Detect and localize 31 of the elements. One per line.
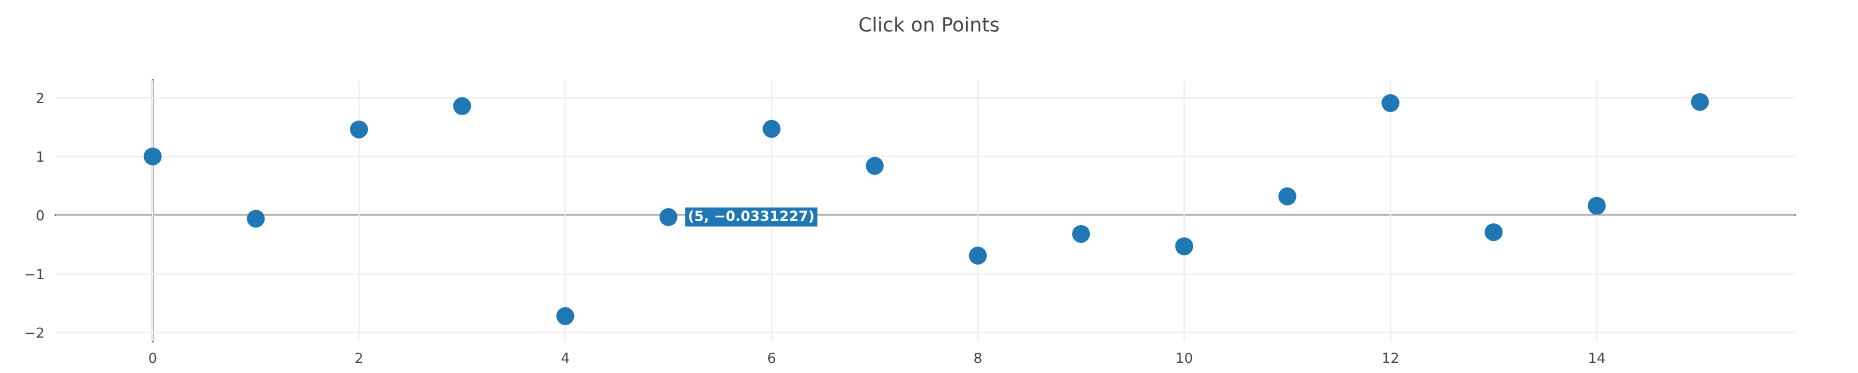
point bbox=[762, 119, 781, 138]
point bbox=[349, 120, 369, 139]
point bbox=[1278, 187, 1297, 206]
x-tick-label: 14 bbox=[1589, 352, 1605, 363]
x-tick-label: 2 bbox=[355, 352, 363, 363]
point bbox=[968, 246, 987, 265]
y-tick-label: 0 bbox=[36, 210, 44, 221]
point bbox=[1484, 223, 1503, 242]
point bbox=[1072, 224, 1091, 243]
point bbox=[659, 208, 678, 227]
x-tick-label: 12 bbox=[1383, 352, 1398, 363]
point bbox=[246, 209, 265, 228]
chart-title: Click on Points bbox=[859, 16, 999, 32]
x-tick-label: 6 bbox=[768, 352, 776, 364]
point bbox=[1175, 237, 1194, 256]
y-tick-label: 1 bbox=[37, 151, 44, 162]
x-tick-label: 0 bbox=[149, 352, 157, 364]
point bbox=[143, 147, 162, 166]
x-tick-label: 4 bbox=[561, 352, 569, 363]
annotation: (5, −0.0331227) bbox=[689, 210, 814, 223]
y-tick-label: −1 bbox=[25, 268, 44, 280]
point bbox=[865, 156, 884, 175]
point bbox=[1381, 94, 1400, 113]
x-tick-label: 10 bbox=[1176, 352, 1193, 364]
point bbox=[453, 96, 472, 116]
y-tick-label: 2 bbox=[36, 92, 44, 104]
y-tick-label: −2 bbox=[25, 327, 44, 338]
point bbox=[1587, 196, 1606, 215]
x-tick-label: 8 bbox=[974, 352, 982, 364]
point bbox=[556, 307, 575, 326]
point bbox=[1690, 92, 1709, 111]
